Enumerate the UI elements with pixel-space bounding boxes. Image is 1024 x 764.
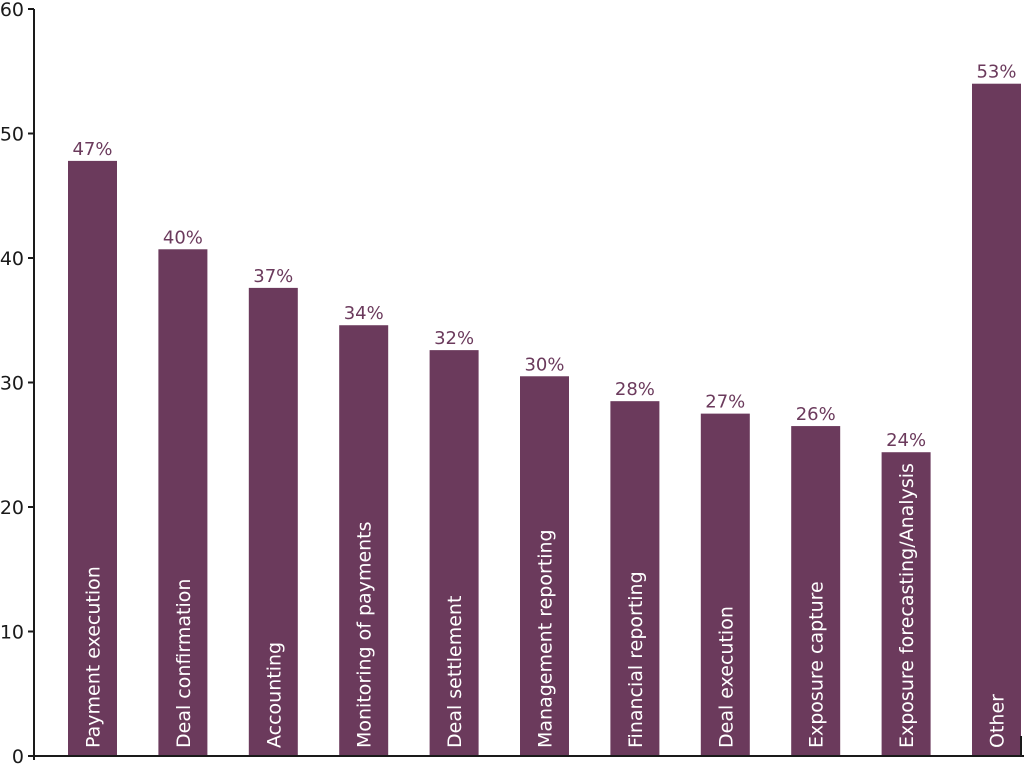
category-label-6: Management reporting [535,529,557,748]
bar-1 [68,160,117,756]
bar-10 [881,452,931,756]
bar-8 [700,413,750,756]
category-label-2: Deal confirmation [173,579,195,748]
data-label-4: 34% [344,303,384,324]
data-label-6: 30% [524,354,564,375]
category-label-5: Deal settlement [444,596,466,748]
data-label-8: 27% [705,392,745,413]
category-label-1: Payment execution [83,566,105,748]
bar-4 [339,325,389,756]
bar-11 [972,83,1021,756]
category-label-7: Financial reporting [625,571,647,748]
y-tick-label-30: 30 [0,373,24,395]
bar-9 [791,426,841,756]
data-label-7: 28% [615,379,655,400]
y-tick-label-40: 40 [0,248,24,270]
category-label-11: Other [987,694,1009,748]
y-tick-label-50: 50 [0,124,24,146]
bar-7 [610,401,660,756]
data-label-5: 32% [434,328,474,349]
data-label-11: 53% [976,62,1016,83]
bar-2 [158,249,208,756]
bar-5 [429,350,479,756]
data-label-3: 37% [253,266,293,287]
bar-3 [248,287,298,756]
y-tick-label-60: 60 [0,0,24,21]
bars-group: 47% Payment execution 40% Deal confirmation… [68,62,1021,756]
y-tick-label-20: 20 [0,497,24,519]
data-label-10: 24% [886,430,926,451]
category-label-3: Accounting [263,642,285,748]
category-label-10: Exposure forecasting/Analysis [896,463,918,748]
bar-6 [520,376,569,756]
data-label-9: 26% [796,404,836,425]
category-label-4: Monitoring of payments [354,521,376,748]
data-label-2: 40% [163,227,203,248]
y-tick-label-10: 10 [0,622,24,644]
category-label-8: Deal execution [715,606,737,748]
data-label-1: 47% [72,139,112,160]
y-tick-label-0: 0 [12,746,24,764]
category-label-9: Exposure capture [806,581,828,748]
